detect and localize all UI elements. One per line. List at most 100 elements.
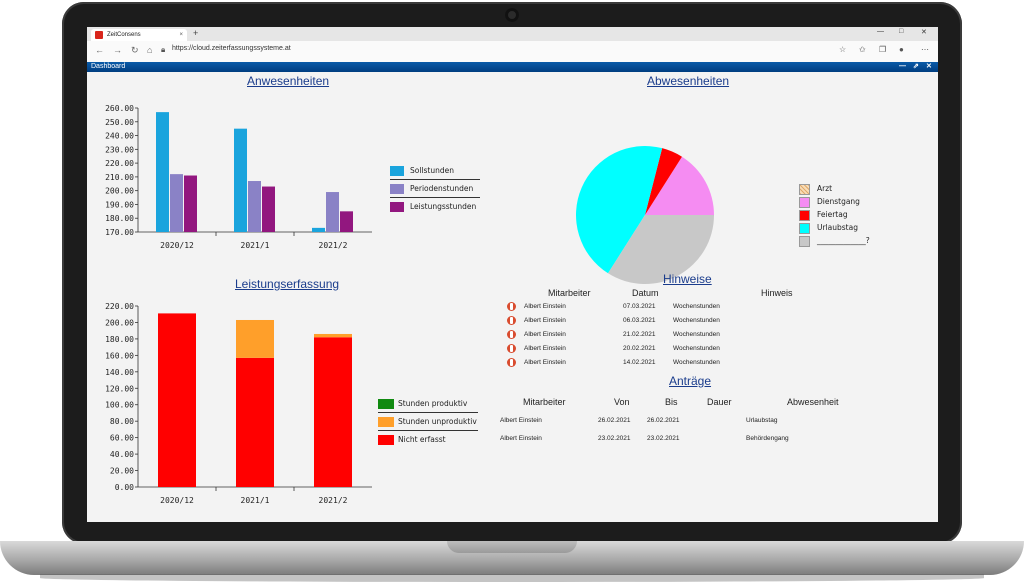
legend-label: Stunden produktiv bbox=[398, 399, 468, 408]
legend-label: Dienstgang bbox=[817, 197, 860, 206]
bar-sollstunden bbox=[234, 128, 247, 232]
camera-icon bbox=[505, 8, 519, 22]
bar-leistungsstunden bbox=[184, 175, 197, 232]
abwesenheiten-title: Abwesenheiten bbox=[647, 74, 730, 88]
more-icon[interactable]: ⋯ bbox=[921, 45, 929, 54]
collections-icon[interactable]: ❐ bbox=[879, 45, 887, 54]
y-tick-label: 60.00 bbox=[110, 434, 134, 443]
pie-slice-dienstgang bbox=[645, 156, 714, 215]
legend-swatch bbox=[378, 417, 394, 427]
y-tick-label: 0.00 bbox=[115, 483, 134, 492]
y-tick-label: 140.00 bbox=[105, 368, 134, 377]
favorites-icon[interactable]: ✩ bbox=[859, 45, 866, 54]
bar-periodenstunden bbox=[326, 192, 339, 232]
dashboard-restore-button[interactable]: ⇗ bbox=[913, 63, 919, 70]
antraege-header-bis: Bis bbox=[665, 397, 678, 407]
legend-swatch bbox=[390, 166, 404, 176]
legend-swatch bbox=[799, 236, 810, 247]
legend-swatch bbox=[378, 399, 394, 409]
person-warning-icon[interactable] bbox=[507, 330, 516, 339]
legend-swatch bbox=[799, 210, 810, 221]
antrag-von: 23.02.2021 bbox=[598, 435, 631, 442]
legend-label: _____________? bbox=[817, 236, 870, 245]
legend-swatch bbox=[390, 202, 404, 212]
hinweis-mitarbeiter: Albert Einstein bbox=[524, 317, 566, 324]
hinweis-mitarbeiter: Albert Einstein bbox=[524, 331, 566, 338]
y-tick-label: 170.00 bbox=[105, 228, 134, 237]
antraege-header-mitarbeiter: Mitarbeiter bbox=[523, 397, 566, 407]
dashboard-titlebar: Dashboard — ⇗ ✕ bbox=[87, 62, 938, 72]
url-field[interactable]: https://cloud.zeiterfassungssysteme.at bbox=[172, 45, 291, 52]
bar-stunden-unproduktiv bbox=[314, 333, 352, 338]
app-favicon-icon bbox=[95, 31, 103, 39]
y-tick-label: 250.00 bbox=[105, 118, 134, 127]
bar-sollstunden bbox=[156, 112, 169, 232]
dashboard-close-button[interactable]: ✕ bbox=[926, 63, 932, 70]
antrag-mitarbeiter: Albert Einstein bbox=[500, 435, 542, 442]
hinweis-hinweis: Wochenstunden bbox=[673, 359, 720, 366]
y-tick-label: 260.00 bbox=[105, 104, 134, 113]
x-tick-label: 2020/12 bbox=[160, 496, 194, 504]
person-warning-icon[interactable] bbox=[507, 344, 516, 353]
x-tick-label: 2021/1 bbox=[241, 496, 270, 504]
dashboard-minimize-button[interactable]: — bbox=[899, 63, 906, 70]
minimize-window-button[interactable]: — bbox=[877, 28, 884, 35]
y-tick-label: 120.00 bbox=[105, 384, 134, 393]
y-tick-label: 20.00 bbox=[110, 467, 134, 476]
antraege-header-von: Von bbox=[614, 397, 630, 407]
y-tick-label: 220.00 bbox=[105, 159, 134, 168]
legend-label: Sollstunden bbox=[410, 166, 455, 175]
leistungserfassung-chart: 220.00 200.00 180.00 160.00 140.00 120.00 100.… bbox=[105, 302, 372, 504]
y-tick-label: 80.00 bbox=[110, 417, 134, 426]
y-tick-label: 40.00 bbox=[110, 450, 134, 459]
legend-label: Urlaubstag bbox=[817, 223, 858, 232]
lock-icon: 🔒︎ bbox=[161, 45, 166, 54]
pie-slice-feiertag bbox=[645, 148, 682, 215]
close-window-button[interactable]: ✕ bbox=[921, 29, 927, 36]
tab-close-icon[interactable]: × bbox=[179, 32, 183, 38]
screen: ZeitConsens × + — □ ✕ ← → ↻ ⌂ 🔒︎ https:/… bbox=[87, 27, 938, 522]
dashboard-content: Anwesenheiten 260.00 250.00 240.00 230.00 22… bbox=[87, 72, 938, 522]
person-warning-icon[interactable] bbox=[507, 302, 516, 311]
pie-slice- bbox=[608, 215, 714, 284]
abwesenheiten-pie-chart bbox=[576, 146, 714, 284]
star-icon[interactable]: ☆ bbox=[839, 45, 847, 54]
browser-tab[interactable]: ZeitConsens × bbox=[91, 29, 187, 41]
x-tick-label: 2021/2 bbox=[319, 241, 348, 250]
legend-label: Nicht erfasst bbox=[398, 435, 446, 444]
bar-nicht-erfasst bbox=[236, 357, 274, 487]
y-tick-label: 240.00 bbox=[105, 132, 134, 141]
person-warning-icon[interactable] bbox=[507, 316, 516, 325]
laptop-shadow bbox=[40, 574, 984, 582]
antraege-header-abwesenheit: Abwesenheit bbox=[787, 397, 839, 407]
forward-icon[interactable]: → bbox=[113, 45, 122, 55]
legend-label: Leistungsstunden bbox=[410, 202, 477, 211]
hinweise-header-hinweis: Hinweis bbox=[761, 288, 793, 298]
bar-stunden-unproduktiv bbox=[236, 319, 274, 358]
hinweise-header-mitarbeiter: Mitarbeiter bbox=[548, 288, 591, 298]
hinweis-hinweis: Wochenstunden bbox=[673, 331, 720, 338]
y-tick-label: 210.00 bbox=[105, 173, 134, 182]
profile-icon[interactable]: ● bbox=[899, 45, 904, 54]
x-tick-label: 2021/2 bbox=[319, 496, 348, 504]
hinweise-header-datum: Datum bbox=[632, 288, 659, 298]
back-icon[interactable]: ← bbox=[95, 45, 104, 55]
new-tab-button[interactable]: + bbox=[193, 28, 199, 38]
anwesenheiten-title: Anwesenheiten bbox=[247, 74, 330, 88]
legend-label: Feiertag bbox=[817, 210, 848, 219]
reload-icon[interactable]: ↻ bbox=[131, 45, 139, 55]
maximize-window-button[interactable]: □ bbox=[899, 28, 904, 35]
tab-title: ZeitConsens bbox=[107, 32, 141, 38]
legend-label: Periodenstunden bbox=[410, 184, 474, 193]
laptop-notch bbox=[447, 541, 577, 553]
bar-leistungsstunden bbox=[262, 186, 275, 232]
tab-bar: ZeitConsens × + — □ ✕ bbox=[87, 27, 938, 41]
legend-label: Stunden unproduktiv bbox=[398, 417, 477, 426]
home-icon[interactable]: ⌂ bbox=[147, 45, 153, 55]
person-warning-icon[interactable] bbox=[507, 358, 516, 367]
hinweis-mitarbeiter: Albert Einstein bbox=[524, 345, 566, 352]
y-tick-label: 230.00 bbox=[105, 145, 134, 154]
bar-periodenstunden bbox=[248, 181, 261, 232]
anwesenheiten-chart: 260.00 250.00 240.00 230.00 220.00 210.00 200.… bbox=[105, 104, 372, 250]
y-tick-label: 180.00 bbox=[105, 214, 134, 223]
